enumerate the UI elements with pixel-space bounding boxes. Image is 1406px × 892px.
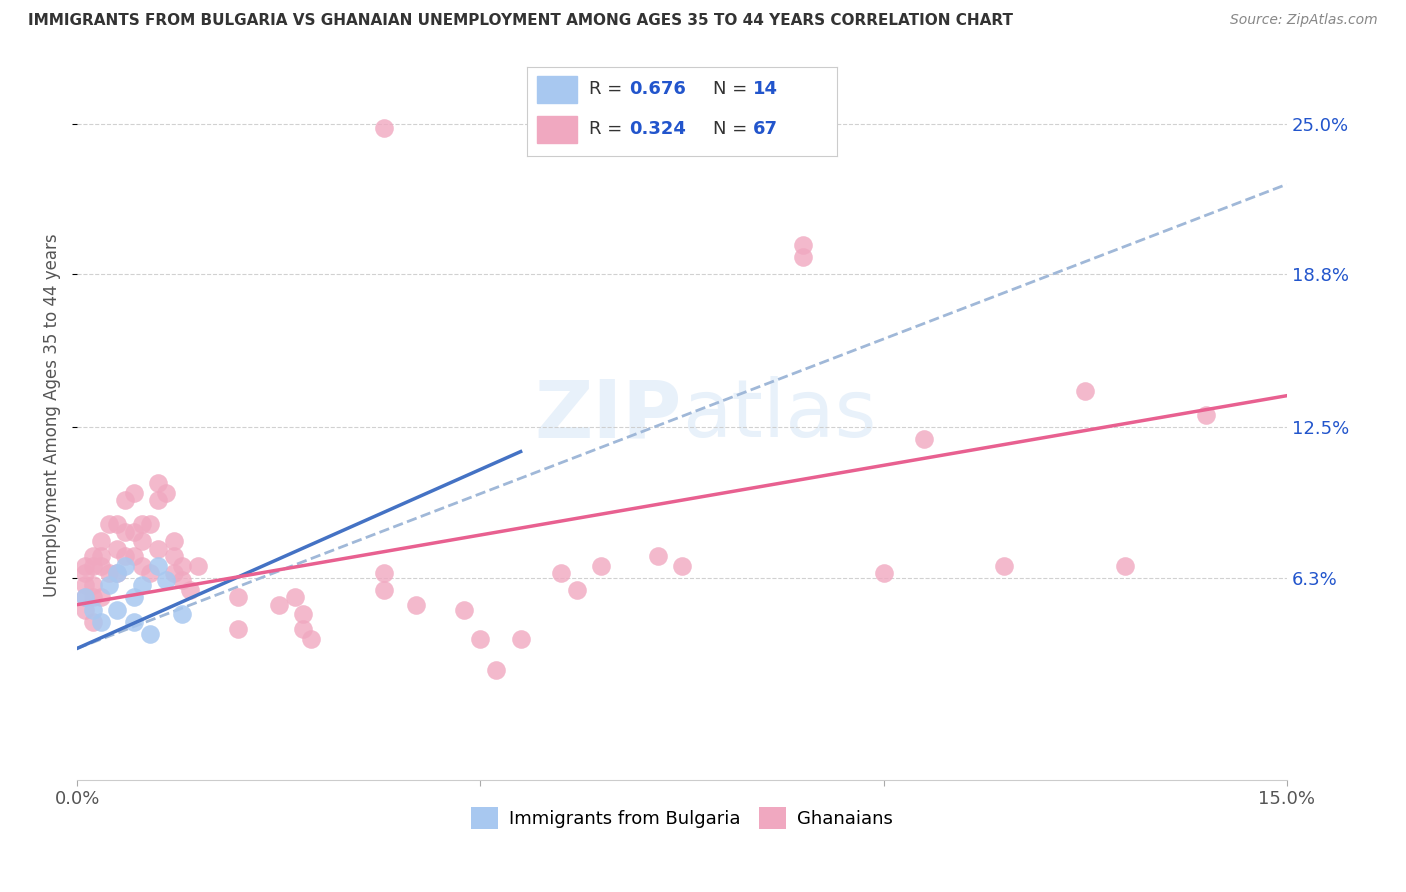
- Point: [163, 549, 186, 563]
- Point: [792, 250, 814, 264]
- Point: [114, 549, 136, 563]
- Point: [82, 578, 104, 592]
- Point: [299, 632, 322, 646]
- Point: [591, 558, 613, 573]
- Point: [993, 558, 1015, 573]
- Point: [373, 121, 395, 136]
- Point: [90, 534, 112, 549]
- Point: [122, 591, 145, 605]
- Y-axis label: Unemployment Among Ages 35 to 44 years: Unemployment Among Ages 35 to 44 years: [44, 234, 60, 597]
- Text: 67: 67: [754, 120, 778, 138]
- Point: [872, 566, 894, 580]
- Point: [453, 602, 475, 616]
- Point: [131, 534, 153, 549]
- Point: [284, 591, 307, 605]
- Point: [267, 598, 290, 612]
- Text: atlas: atlas: [682, 376, 876, 454]
- Legend: Immigrants from Bulgaria, Ghanaians: Immigrants from Bulgaria, Ghanaians: [464, 800, 900, 836]
- Point: [82, 558, 104, 573]
- Point: [792, 238, 814, 252]
- Point: [155, 486, 177, 500]
- Text: N =: N =: [713, 120, 752, 138]
- Point: [470, 632, 492, 646]
- Point: [122, 615, 145, 629]
- Point: [75, 558, 97, 573]
- Point: [75, 591, 97, 605]
- Point: [75, 591, 97, 605]
- Point: [122, 486, 145, 500]
- Point: [98, 566, 121, 580]
- Point: [291, 607, 314, 622]
- Point: [170, 558, 193, 573]
- Point: [82, 602, 104, 616]
- Point: [82, 615, 104, 629]
- Point: [98, 517, 121, 532]
- Point: [170, 607, 193, 622]
- Point: [90, 591, 112, 605]
- Point: [107, 517, 129, 532]
- Bar: [537, 116, 576, 143]
- Text: Source: ZipAtlas.com: Source: ZipAtlas.com: [1230, 13, 1378, 28]
- Point: [138, 566, 160, 580]
- Text: IMMIGRANTS FROM BULGARIA VS GHANAIAN UNEMPLOYMENT AMONG AGES 35 TO 44 YEARS CORR: IMMIGRANTS FROM BULGARIA VS GHANAIAN UNE…: [28, 13, 1014, 29]
- Point: [647, 549, 669, 563]
- Point: [75, 578, 97, 592]
- Point: [114, 558, 136, 573]
- Point: [122, 549, 145, 563]
- Point: [155, 574, 177, 588]
- Point: [90, 558, 112, 573]
- Point: [107, 541, 129, 556]
- Point: [131, 578, 153, 592]
- Point: [179, 583, 201, 598]
- Point: [187, 558, 209, 573]
- Point: [146, 541, 169, 556]
- Point: [1195, 408, 1218, 422]
- Point: [373, 566, 395, 580]
- Point: [565, 583, 588, 598]
- Point: [671, 558, 693, 573]
- Point: [228, 622, 250, 636]
- Point: [98, 578, 121, 592]
- Text: 0.324: 0.324: [630, 120, 686, 138]
- Point: [146, 558, 169, 573]
- Point: [122, 524, 145, 539]
- Point: [146, 476, 169, 491]
- Point: [75, 602, 97, 616]
- Point: [509, 632, 531, 646]
- Point: [114, 524, 136, 539]
- Point: [107, 566, 129, 580]
- Point: [170, 574, 193, 588]
- Point: [163, 534, 186, 549]
- Bar: [537, 76, 576, 103]
- Text: R =: R =: [589, 120, 628, 138]
- Text: 14: 14: [754, 80, 778, 98]
- Point: [75, 566, 97, 580]
- Point: [138, 517, 160, 532]
- Text: N =: N =: [713, 80, 752, 98]
- Text: 0.676: 0.676: [630, 80, 686, 98]
- Text: R =: R =: [589, 80, 628, 98]
- Point: [107, 566, 129, 580]
- Point: [82, 549, 104, 563]
- Point: [1114, 558, 1136, 573]
- Point: [82, 591, 104, 605]
- Point: [131, 517, 153, 532]
- Point: [90, 615, 112, 629]
- Point: [107, 602, 129, 616]
- Point: [138, 627, 160, 641]
- Point: [550, 566, 572, 580]
- Point: [146, 493, 169, 508]
- Point: [485, 663, 508, 677]
- Point: [405, 598, 427, 612]
- Point: [1074, 384, 1097, 398]
- Point: [90, 549, 112, 563]
- Point: [373, 583, 395, 598]
- Text: ZIP: ZIP: [534, 376, 682, 454]
- Point: [131, 558, 153, 573]
- Point: [228, 591, 250, 605]
- Point: [163, 566, 186, 580]
- Point: [114, 493, 136, 508]
- Point: [291, 622, 314, 636]
- Point: [912, 433, 935, 447]
